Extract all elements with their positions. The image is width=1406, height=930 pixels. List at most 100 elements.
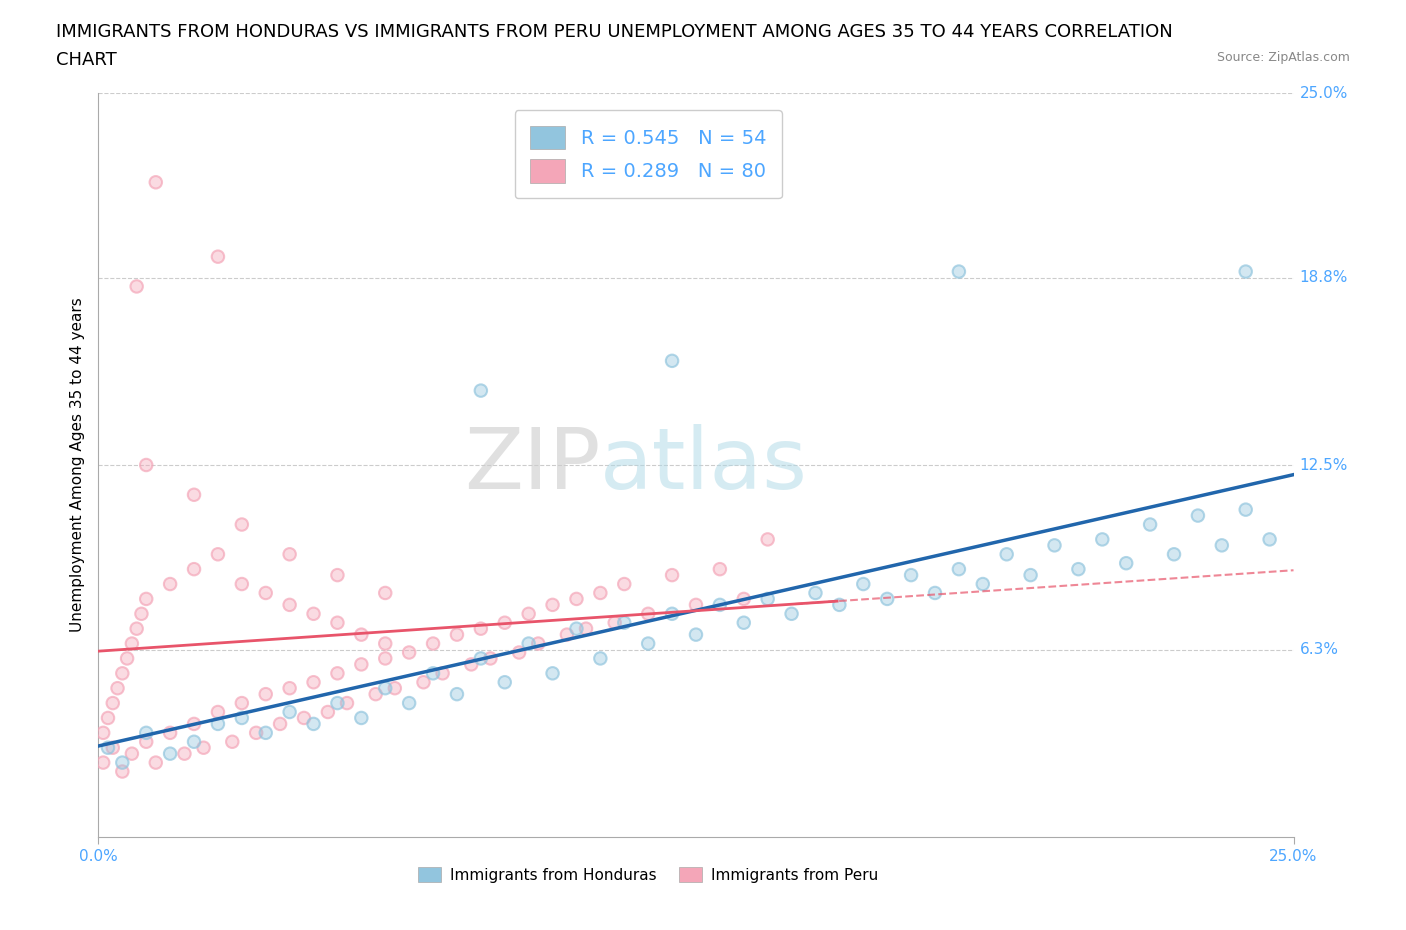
Point xyxy=(364,686,387,701)
Point xyxy=(111,666,134,681)
Point xyxy=(374,651,396,666)
Point xyxy=(245,725,267,740)
Text: IMMIGRANTS FROM HONDURAS VS IMMIGRANTS FROM PERU UNEMPLOYMENT AMONG AGES 35 TO 4: IMMIGRANTS FROM HONDURAS VS IMMIGRANTS F… xyxy=(56,23,1173,41)
Point xyxy=(231,711,253,725)
Point xyxy=(517,636,540,651)
Point xyxy=(135,725,157,740)
Point xyxy=(995,547,1018,562)
Point xyxy=(661,606,683,621)
Point xyxy=(231,577,253,591)
Point xyxy=(709,597,731,612)
Point xyxy=(541,597,564,612)
Point xyxy=(254,725,277,740)
Point xyxy=(125,621,148,636)
Point xyxy=(527,636,550,651)
Point xyxy=(107,681,129,696)
Point xyxy=(470,621,492,636)
Point xyxy=(1019,567,1042,582)
Point xyxy=(756,532,779,547)
Point xyxy=(479,651,502,666)
Point xyxy=(207,716,229,731)
Point xyxy=(121,636,143,651)
Point xyxy=(121,636,143,651)
Text: 18.8%: 18.8% xyxy=(1299,270,1348,285)
Point xyxy=(231,696,253,711)
Point xyxy=(876,591,898,606)
Point xyxy=(135,735,157,750)
Point xyxy=(207,705,229,720)
Point xyxy=(221,735,243,750)
Point xyxy=(517,636,540,651)
Point xyxy=(183,716,205,731)
Point xyxy=(384,681,406,696)
Point xyxy=(111,764,134,779)
Point xyxy=(1163,547,1185,562)
Point xyxy=(1115,556,1137,571)
Point xyxy=(131,606,153,621)
Point xyxy=(972,577,994,591)
Point xyxy=(374,681,396,696)
Point xyxy=(876,591,898,606)
Point xyxy=(1234,264,1257,279)
Point xyxy=(756,591,779,606)
Point xyxy=(446,686,468,701)
Point xyxy=(709,562,731,577)
Point xyxy=(1211,538,1233,552)
Point xyxy=(374,636,396,651)
Point xyxy=(1234,264,1257,279)
Point xyxy=(804,586,827,601)
Point xyxy=(384,681,406,696)
Point xyxy=(145,175,167,190)
Point xyxy=(470,651,492,666)
Point xyxy=(278,597,301,612)
Point xyxy=(183,735,205,750)
Point xyxy=(159,746,181,761)
Point xyxy=(91,755,114,770)
Point xyxy=(470,383,492,398)
Point xyxy=(121,746,143,761)
Point xyxy=(278,547,301,562)
Point xyxy=(852,577,875,591)
Point xyxy=(97,740,120,755)
Point xyxy=(709,597,731,612)
Point xyxy=(231,696,253,711)
Point xyxy=(91,725,114,740)
Point xyxy=(1043,538,1066,552)
Point xyxy=(948,562,970,577)
Point xyxy=(555,627,578,642)
Point xyxy=(828,597,851,612)
Point xyxy=(1067,562,1090,577)
Point xyxy=(661,353,683,368)
Point xyxy=(1187,508,1209,523)
Point xyxy=(135,458,157,472)
Point xyxy=(111,755,134,770)
Point xyxy=(733,616,755,631)
Point xyxy=(97,711,120,725)
Point xyxy=(589,651,612,666)
Point xyxy=(661,606,683,621)
Point xyxy=(350,627,373,642)
Point xyxy=(470,621,492,636)
Point xyxy=(398,696,420,711)
Point xyxy=(685,597,707,612)
Point xyxy=(1258,532,1281,547)
Point xyxy=(231,517,253,532)
Point xyxy=(374,586,396,601)
Point xyxy=(900,567,922,582)
Point xyxy=(207,249,229,264)
Point xyxy=(302,716,325,731)
Text: Source: ZipAtlas.com: Source: ZipAtlas.com xyxy=(1216,51,1350,64)
Point xyxy=(948,264,970,279)
Point xyxy=(207,249,229,264)
Point xyxy=(613,616,636,631)
Point xyxy=(101,696,124,711)
Point xyxy=(422,666,444,681)
Point xyxy=(97,740,120,755)
Point xyxy=(193,740,215,755)
Point xyxy=(756,532,779,547)
Point xyxy=(1019,567,1042,582)
Point xyxy=(125,279,148,294)
Point xyxy=(207,705,229,720)
Point xyxy=(254,725,277,740)
Point xyxy=(350,627,373,642)
